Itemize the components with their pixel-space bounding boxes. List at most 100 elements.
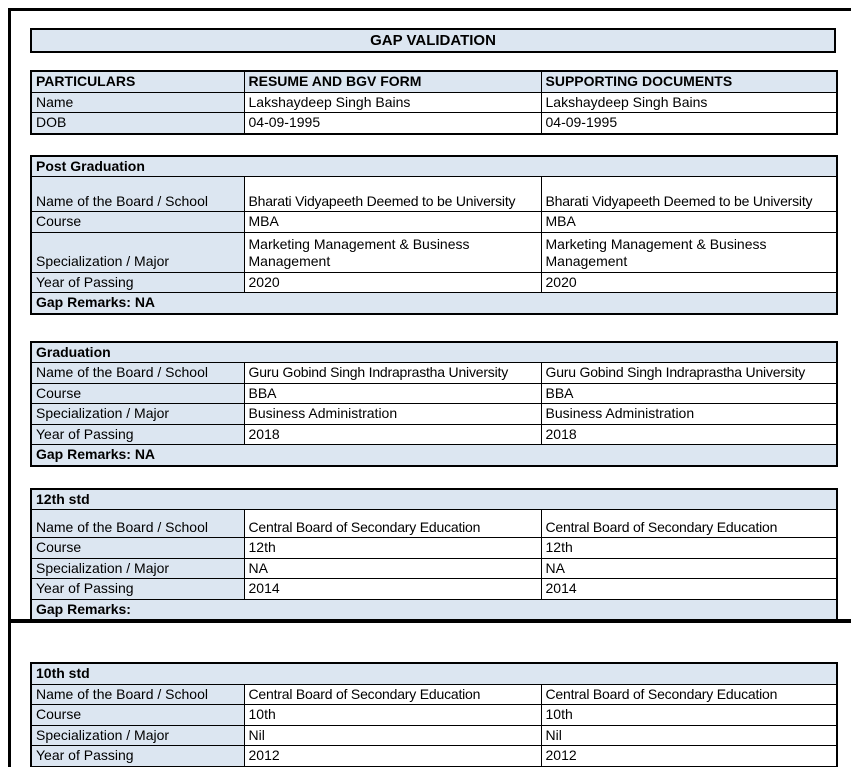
table-row: Course MBA MBA (30, 211, 838, 233)
graduation-table: Graduation Name of the Board / School Gu… (30, 340, 839, 467)
table-header-row: PARTICULARS RESUME AND BGV FORM SUPPORTI… (30, 70, 838, 93)
table-row: Year of Passing 2014 2014 (30, 578, 838, 600)
section-header-row: Post Graduation (30, 155, 838, 177)
gap-remarks: Gap Remarks: NA (30, 292, 838, 314)
name-resume-value: Lakshaydeep Singh Bains (243, 91, 542, 113)
table-row: Specialization / Major NA NA (30, 557, 838, 579)
course-supporting-value: 12th (540, 537, 838, 559)
document-content: GAP VALIDATION PARTICULARS RESUME AND BG… (30, 28, 839, 767)
section-title: 12th std (30, 488, 838, 510)
row-label: Name of the Board / School (30, 362, 245, 384)
row-label: Specialization / Major (30, 231, 245, 273)
particulars-table: PARTICULARS RESUME AND BGV FORM SUPPORTI… (30, 70, 838, 135)
section-header-row: 12th std (30, 488, 838, 510)
row-label: Specialization / Major (30, 724, 245, 746)
specialization-resume-value: NA (243, 557, 542, 579)
row-label: Course (30, 537, 245, 559)
board-supporting-value: Central Board of Secondary Education (540, 509, 838, 538)
page-title: GAP VALIDATION (370, 32, 496, 49)
row-label-name: Name (30, 91, 245, 113)
column-header-resume-bgv: RESUME AND BGV FORM (243, 70, 542, 93)
board-supporting-value: Bharati Vidyapeeth Deemed to be Universi… (540, 176, 838, 212)
row-label: Name of the Board / School (30, 176, 245, 212)
table-row: Specialization / Major Nil Nil (30, 724, 838, 746)
specialization-resume-value: Marketing Management & Business Manageme… (243, 231, 542, 273)
gap-remarks-row: Gap Remarks: NA (30, 292, 838, 314)
specialization-supporting-value: NA (540, 557, 838, 579)
course-supporting-value: MBA (540, 211, 838, 233)
table-row: DOB 04-09-1995 04-09-1995 (30, 112, 838, 134)
board-resume-value: Bharati Vidyapeeth Deemed to be Universi… (243, 176, 542, 212)
row-label: Course (30, 704, 245, 726)
course-supporting-value: 10th (540, 704, 838, 726)
table-row: Name of the Board / School Central Board… (30, 683, 838, 705)
board-supporting-value: Central Board of Secondary Education (540, 683, 838, 705)
specialization-supporting-value: Marketing Management & Business Manageme… (540, 231, 838, 273)
year-supporting-value: 2014 (540, 578, 838, 600)
gap-remarks: Gap Remarks: NA (30, 444, 838, 466)
table-row: Name of the Board / School Central Board… (30, 509, 838, 538)
gap-remarks: Gap Remarks: (30, 598, 838, 621)
section-title: 10th std (30, 662, 838, 685)
table-row: Name of the Board / School Guru Gobind S… (30, 362, 838, 384)
specialization-resume-value: Business Administration (243, 403, 542, 425)
tenth-std-table: 10th std Name of the Board / School Cent… (30, 662, 839, 767)
table-row: Course 12th 12th (30, 537, 838, 559)
twelfth-std-table: 12th std Name of the Board / School Cent… (30, 487, 839, 621)
section-header-row: 10th std (30, 662, 838, 685)
table-row: Year of Passing 2020 2020 (30, 271, 838, 293)
specialization-supporting-value: Nil (540, 724, 838, 746)
name-supporting-value: Lakshaydeep Singh Bains (540, 91, 838, 113)
table-row: Course 10th 10th (30, 704, 838, 726)
table-row: Specialization / Major Business Administ… (30, 403, 838, 425)
board-resume-value: Guru Gobind Singh Indraprastha Universit… (243, 362, 542, 384)
row-label: Course (30, 211, 245, 233)
year-resume-value: 2012 (243, 745, 542, 767)
table-row: Specialization / Major Marketing Managem… (30, 231, 838, 273)
column-header-particulars: PARTICULARS (30, 70, 245, 93)
board-resume-value: Central Board of Secondary Education (243, 683, 542, 705)
year-supporting-value: 2012 (540, 745, 838, 767)
row-label: Name of the Board / School (30, 683, 245, 705)
board-resume-value: Central Board of Secondary Education (243, 509, 542, 538)
course-resume-value: BBA (243, 382, 542, 404)
row-label: Specialization / Major (30, 403, 245, 425)
section-title: Post Graduation (30, 155, 838, 177)
year-resume-value: 2020 (243, 271, 542, 293)
year-resume-value: 2018 (243, 423, 542, 445)
row-label: Year of Passing (30, 745, 245, 767)
board-supporting-value: Guru Gobind Singh Indraprastha Universit… (540, 362, 838, 384)
table-row: Name of the Board / School Bharati Vidya… (30, 176, 838, 212)
year-resume-value: 2014 (243, 578, 542, 600)
page-break-divider-line (8, 619, 851, 623)
specialization-supporting-value: Business Administration (540, 403, 838, 425)
row-label: Specialization / Major (30, 557, 245, 579)
table-row: Course BBA BBA (30, 382, 838, 404)
row-label: Name of the Board / School (30, 509, 245, 538)
table-row: Year of Passing 2018 2018 (30, 423, 838, 445)
specialization-resume-value: Nil (243, 724, 542, 746)
post-graduation-table: Post Graduation Name of the Board / Scho… (30, 154, 839, 315)
course-resume-value: 10th (243, 704, 542, 726)
gap-remarks-row: Gap Remarks: NA (30, 444, 838, 466)
year-supporting-value: 2018 (540, 423, 838, 445)
row-label: Year of Passing (30, 271, 245, 293)
course-resume-value: 12th (243, 537, 542, 559)
table-row: Name Lakshaydeep Singh Bains Lakshaydeep… (30, 91, 838, 113)
row-label: Year of Passing (30, 423, 245, 445)
title-bar: GAP VALIDATION (30, 28, 836, 53)
column-header-supporting-docs: SUPPORTING DOCUMENTS (540, 70, 838, 93)
dob-supporting-value: 04-09-1995 (540, 112, 838, 134)
row-label: Course (30, 382, 245, 404)
year-supporting-value: 2020 (540, 271, 838, 293)
section-header-row: Graduation (30, 341, 838, 363)
table-row: Year of Passing 2012 2012 (30, 745, 838, 767)
section-title: Graduation (30, 341, 838, 363)
row-label: Year of Passing (30, 578, 245, 600)
row-label-dob: DOB (30, 112, 245, 134)
course-resume-value: MBA (243, 211, 542, 233)
dob-resume-value: 04-09-1995 (243, 112, 542, 134)
gap-remarks-row: Gap Remarks: (30, 598, 838, 621)
course-supporting-value: BBA (540, 382, 838, 404)
